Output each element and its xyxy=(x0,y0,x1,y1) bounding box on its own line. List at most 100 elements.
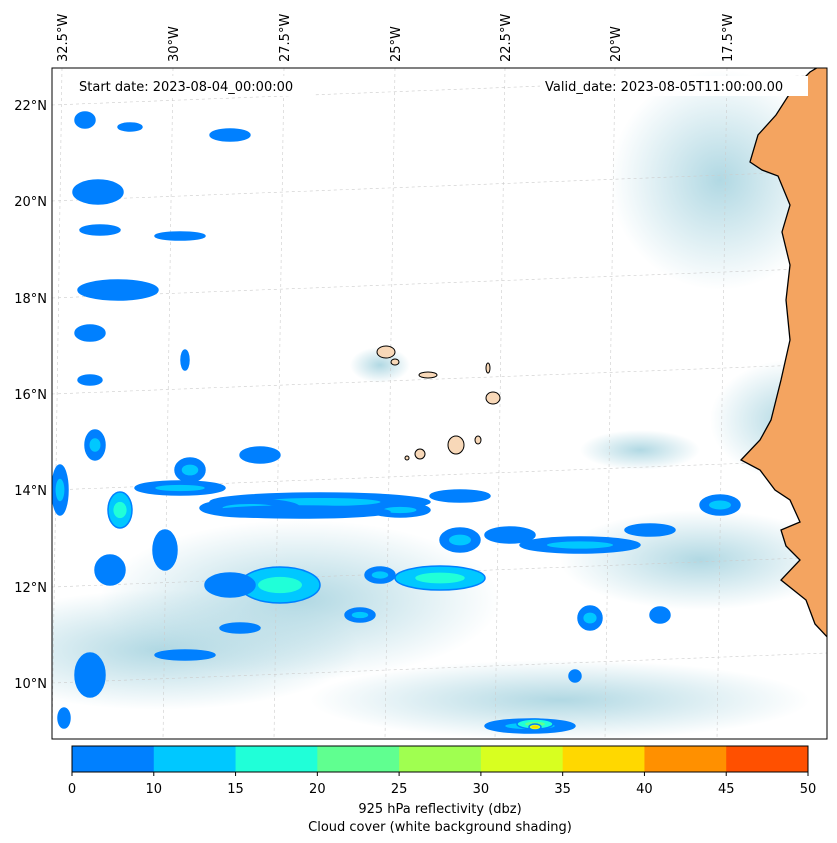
colorbar-tick-label: 35 xyxy=(554,782,571,797)
colorbar-segment xyxy=(235,746,318,772)
latitude-label: 12°N xyxy=(14,581,47,596)
reflectivity-core xyxy=(383,506,417,514)
map-frame xyxy=(51,67,828,740)
reflectivity-patch xyxy=(154,231,206,241)
colorbar-tick-label: 40 xyxy=(636,782,653,797)
latitude-label: 14°N xyxy=(14,484,47,499)
longitude-label: 22.5°W xyxy=(499,14,514,62)
reflectivity-core xyxy=(55,478,65,502)
colorbar: 0 10 15 20 25 30 35 40 45 50 xyxy=(68,745,817,797)
reflectivity-patch xyxy=(180,349,190,371)
reflectivity-patch xyxy=(74,324,106,342)
reflectivity-patch xyxy=(117,122,143,132)
meridian-line xyxy=(604,68,616,739)
reflectivity-patch xyxy=(72,179,124,205)
reflectivity-patch xyxy=(74,652,106,698)
longitude-label: 17.5°W xyxy=(721,14,736,62)
reflectivity-patch xyxy=(209,505,391,519)
latitude-label: 10°N xyxy=(14,677,47,692)
island xyxy=(376,345,396,359)
reflectivity-core xyxy=(709,500,731,510)
island xyxy=(404,455,410,461)
meridian-line xyxy=(716,68,728,739)
reflectivity-core xyxy=(113,501,127,519)
latitude-label: 16°N xyxy=(14,388,47,403)
cape-verde-islands xyxy=(376,345,501,461)
reflectivity-core xyxy=(351,611,369,619)
reflectivity-patch xyxy=(209,128,251,142)
reflectivity-core xyxy=(258,576,302,594)
colorbar-sublabel: Cloud cover (white background shading) xyxy=(308,820,572,835)
cloud-shading xyxy=(310,660,810,739)
longitude-label: 20°W xyxy=(609,26,624,62)
meridian-line xyxy=(52,68,63,739)
latitude-labels: 22°N 20°N 18°N 16°N 14°N 12°N 10°N xyxy=(14,99,47,692)
longitude-label: 25°W xyxy=(389,26,404,62)
reflectivity-patch xyxy=(57,707,71,729)
latitude-label: 22°N xyxy=(14,99,47,114)
cloud-shading xyxy=(580,430,700,470)
colorbar-segment xyxy=(480,746,564,772)
colorbar-frame xyxy=(71,745,809,773)
longitude-label: 30°W xyxy=(167,26,182,62)
longitude-label: 32.5°W xyxy=(56,14,71,62)
colorbar-tick-label: 10 xyxy=(146,782,163,797)
reflectivity-patch xyxy=(74,111,96,129)
meridian-line xyxy=(162,68,174,739)
cloud-shading xyxy=(560,510,827,610)
meridian-line xyxy=(494,68,506,739)
start-date-box xyxy=(74,76,314,96)
reflectivity-core xyxy=(583,612,597,624)
colorbar-tick-label: 20 xyxy=(309,782,326,797)
island xyxy=(390,358,400,366)
valid-date-label: Valid_date: 2023-08-05T11:00:00.00 xyxy=(545,80,783,95)
reflectivity-core xyxy=(531,725,539,729)
reflectivity-patch xyxy=(152,529,178,571)
island xyxy=(485,362,491,374)
reflectivity-patch xyxy=(77,374,103,386)
reflectivity-patch xyxy=(649,606,671,624)
reflectivity-patch xyxy=(219,622,261,634)
island xyxy=(414,448,426,460)
reflectivity-core xyxy=(155,484,205,492)
reflectivity-patch xyxy=(94,554,126,586)
island xyxy=(474,435,482,445)
reflectivity-patch xyxy=(624,523,676,537)
colorbar-segment xyxy=(153,746,237,772)
colorbar-segment xyxy=(72,746,155,772)
colorbar-tick-label: 0 xyxy=(68,782,76,797)
meridian-line xyxy=(273,68,285,739)
reflectivity-patch xyxy=(239,446,281,464)
reflectivity-patch xyxy=(568,669,582,683)
colorbar-segment xyxy=(399,746,482,772)
start-date-label: Start date: 2023-08-04_00:00:00 xyxy=(79,80,293,95)
colorbar-segment xyxy=(726,746,809,772)
reflectivity-patch xyxy=(79,224,121,236)
reflectivity-core xyxy=(415,572,465,584)
meridian-line xyxy=(384,68,396,739)
colorbar-segment xyxy=(317,746,400,772)
island xyxy=(447,435,465,455)
reflectivity-contours xyxy=(52,111,741,734)
reflectivity-core xyxy=(371,571,389,579)
colorbar-tick-label: 30 xyxy=(473,782,490,797)
island xyxy=(485,391,501,405)
reflectivity-patch xyxy=(204,572,256,598)
gridlines xyxy=(52,68,827,739)
colorbar-tick-label: 50 xyxy=(800,782,817,797)
colorbar-segment xyxy=(562,746,645,772)
reflectivity-patch xyxy=(77,279,159,301)
island xyxy=(418,371,438,379)
latitude-label: 18°N xyxy=(14,292,47,307)
valid-date-box xyxy=(540,76,808,96)
reflectivity-core xyxy=(449,534,471,546)
africa-land xyxy=(739,68,827,638)
reflectivity-core xyxy=(547,541,613,549)
reflectivity-core xyxy=(181,464,199,476)
colorbar-label: 925 hPa reflectivity (dbz) xyxy=(358,802,521,817)
longitude-label: 27.5°W xyxy=(278,14,293,62)
colorbar-tick-label: 25 xyxy=(391,782,408,797)
reflectivity-patch xyxy=(484,526,536,544)
